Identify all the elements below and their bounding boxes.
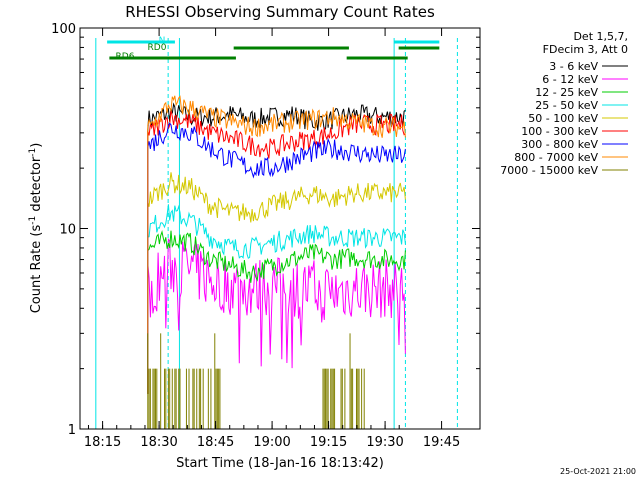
legend-label-8: 7000 - 15000 keV xyxy=(500,164,598,177)
plot-frame xyxy=(79,27,481,430)
chart-title: RHESSI Observing Summary Count Rates xyxy=(125,3,435,21)
series-3-line xyxy=(147,204,406,394)
y-axis-label-mid: detector xyxy=(29,156,44,216)
legend-header-2: FDecim 3, Att 0 xyxy=(543,43,628,56)
legend-label-7: 800 - 7000 keV xyxy=(514,151,598,164)
flag-label-rd0: RD0 xyxy=(148,43,167,53)
x-tick-label-3: 19:00 xyxy=(253,435,290,450)
flag-label-n: N xyxy=(159,36,166,46)
x-tick-label-4: 19:15 xyxy=(310,435,347,450)
series-1-line xyxy=(147,237,406,394)
y-tick-label-1: 10 xyxy=(59,223,76,238)
legend-label-6: 300 - 800 keV xyxy=(521,138,598,151)
legend-label-5: 100 - 300 keV xyxy=(521,125,598,138)
x-tick-label-0: 18:15 xyxy=(84,435,121,450)
legend-header-1: Det 1,5,7, xyxy=(573,30,628,43)
legend-label-0: 3 - 6 keV xyxy=(549,60,598,73)
legend-label-3: 25 - 50 keV xyxy=(535,99,598,112)
axes: 18:15 18:30 18:45 19:00 19:15 19:30 19:45 1 10 10… xyxy=(51,22,480,450)
series-8-trace xyxy=(147,333,365,429)
y-tick-label-0: 1 xyxy=(68,423,76,438)
y-axis-label-main: Count Rate (s xyxy=(29,225,44,314)
y-tick-label-2: 100 xyxy=(51,22,76,37)
legend-label-4: 50 - 100 keV xyxy=(528,112,598,125)
flag-label-rd6: RD6 xyxy=(116,52,135,62)
series-4-line xyxy=(147,172,406,394)
x-tick-label-5: 19:30 xyxy=(366,435,403,450)
series-6-line xyxy=(147,122,406,394)
y-axis-label-sup1: -1 xyxy=(28,216,38,225)
legend-label-2: 12 - 25 keV xyxy=(535,86,598,99)
x-axis-label: Start Time (18-Jan-16 18:13:42) xyxy=(176,456,384,471)
series-2-line xyxy=(147,230,406,394)
legend-label-1: 6 - 12 keV xyxy=(542,73,598,86)
y-axis-label-end: ) xyxy=(29,143,44,148)
series-7-line xyxy=(147,95,406,394)
x-tick-label-2: 18:45 xyxy=(197,435,234,450)
x-tick-label-1: 18:30 xyxy=(140,435,177,450)
timestamp: 25-Oct-2021 21:00 xyxy=(560,467,636,476)
y-axis-label: Count Rate (s-1 detector-1) xyxy=(28,143,44,314)
x-tick-label-6: 19:45 xyxy=(423,435,460,450)
y-axis-label-sup2: -1 xyxy=(28,148,38,157)
